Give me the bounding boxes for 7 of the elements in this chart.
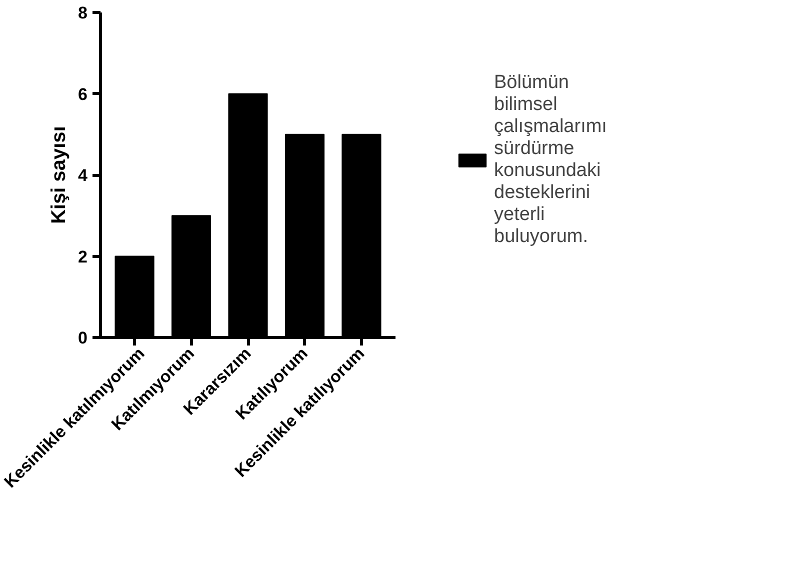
y-tick-label: 4: [78, 166, 88, 185]
y-tick-label: 2: [78, 247, 88, 266]
legend-label: Bölümün bilimsel çalışmalarımı sürdürme konusundaki desteklerini yeterli buluyorum.: [494, 72, 607, 248]
y-tick-label: 6: [78, 84, 88, 104]
y-tick-label: 0: [78, 328, 88, 348]
y-tick-label: 8: [78, 4, 88, 22]
y-axis-title: Kişi sayısı: [48, 126, 70, 224]
